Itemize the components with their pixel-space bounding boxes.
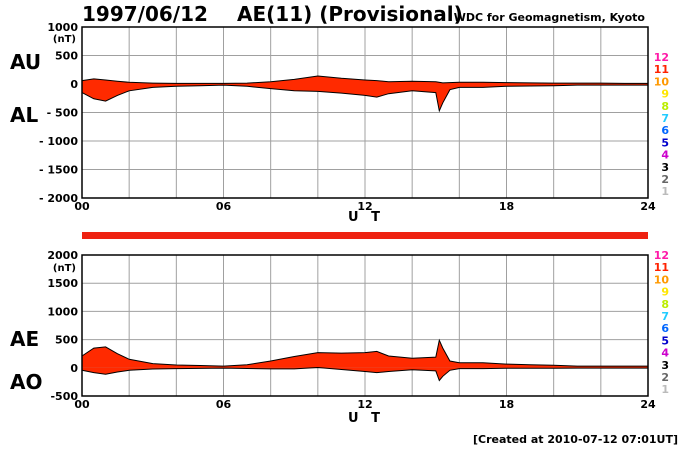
legend-number: 7 — [661, 112, 669, 125]
chart-title: AE(11) (Provisional) — [237, 2, 463, 26]
y-tick-label: - 1500 — [39, 164, 78, 177]
x-tick-label: 24 — [640, 200, 656, 213]
x-tick-label: 06 — [216, 398, 232, 411]
legend-number: 7 — [661, 310, 669, 323]
legend-number: 3 — [661, 161, 669, 174]
y-tick-label: 500 — [55, 334, 78, 347]
x-axis-label-top: U T — [348, 210, 384, 225]
legend-number: 2 — [661, 173, 669, 186]
y-tick-label: 1000 — [47, 305, 78, 318]
y-tick-label: 0 — [70, 362, 78, 375]
series-al-area — [82, 84, 648, 111]
legend-number: 12 — [654, 249, 669, 262]
legend-number: 5 — [661, 136, 669, 149]
series-al-line — [81, 84, 648, 113]
series-ao-line — [81, 366, 648, 382]
al-label: AL — [10, 103, 38, 127]
legend-number: 4 — [661, 149, 669, 162]
y-tick-label: - 2000 — [39, 192, 78, 205]
chart-date: 1997/06/12 — [82, 2, 208, 26]
created-stamp: [Created at 2010-07-12 07:01UT] — [473, 433, 678, 446]
y-tick-label: 1000 — [47, 21, 78, 34]
x-axis-label-bottom: U T — [348, 411, 384, 426]
data-coverage-bar — [82, 232, 648, 239]
legend-number: 9 — [661, 286, 669, 299]
au-label: AU — [10, 50, 41, 74]
legend-number: 11 — [654, 63, 669, 76]
x-tick-label: 12 — [357, 200, 372, 213]
legend-number: 1 — [661, 185, 669, 198]
series-ae-line — [81, 338, 648, 367]
legend-number: 6 — [661, 124, 669, 137]
y-tick-label: 1500 — [47, 277, 78, 290]
x-tick-label: 00 — [74, 398, 90, 411]
plot-frame — [81, 254, 649, 397]
legend-number: 12 — [654, 51, 669, 64]
chart-org: WDC for Geomagnetism, Kyoto — [454, 11, 646, 24]
legend-number: 4 — [661, 347, 669, 360]
legend-number: 1 — [661, 383, 669, 396]
y-tick-label: 2000 — [47, 249, 78, 262]
series-au-line — [81, 75, 648, 84]
y-tick-label: - 500 — [47, 107, 79, 120]
x-tick-label: 06 — [216, 200, 232, 213]
legend-number: 2 — [661, 371, 669, 384]
series-ao-area — [82, 367, 648, 381]
legend-number: 9 — [661, 88, 669, 101]
x-tick-label: 00 — [74, 200, 90, 213]
series-ae-area — [82, 340, 648, 368]
y-tick-label: -500 — [50, 390, 78, 403]
x-tick-label: 24 — [640, 398, 656, 411]
legend-number: 6 — [661, 322, 669, 335]
x-tick-label: 18 — [499, 398, 514, 411]
y-tick-label: 0 — [70, 78, 78, 91]
y-tick-label: - 1000 — [39, 135, 78, 148]
unit-label-bottom: (nT) — [53, 263, 76, 274]
x-tick-label: 12 — [357, 398, 372, 411]
legend-number: 11 — [654, 261, 669, 274]
legend-number: 8 — [661, 298, 669, 311]
legend-number: 5 — [661, 334, 669, 347]
legend-number: 8 — [661, 100, 669, 113]
ae-label: AE — [10, 327, 39, 351]
legend-number: 10 — [654, 273, 670, 286]
ao-label: AO — [10, 370, 42, 394]
legend-number: 10 — [654, 75, 670, 88]
x-tick-label: 18 — [499, 200, 514, 213]
y-tick-label: 500 — [55, 50, 78, 63]
unit-label-top: (nT) — [53, 34, 76, 45]
plot-frame — [81, 26, 649, 199]
legend-number: 3 — [661, 359, 669, 372]
